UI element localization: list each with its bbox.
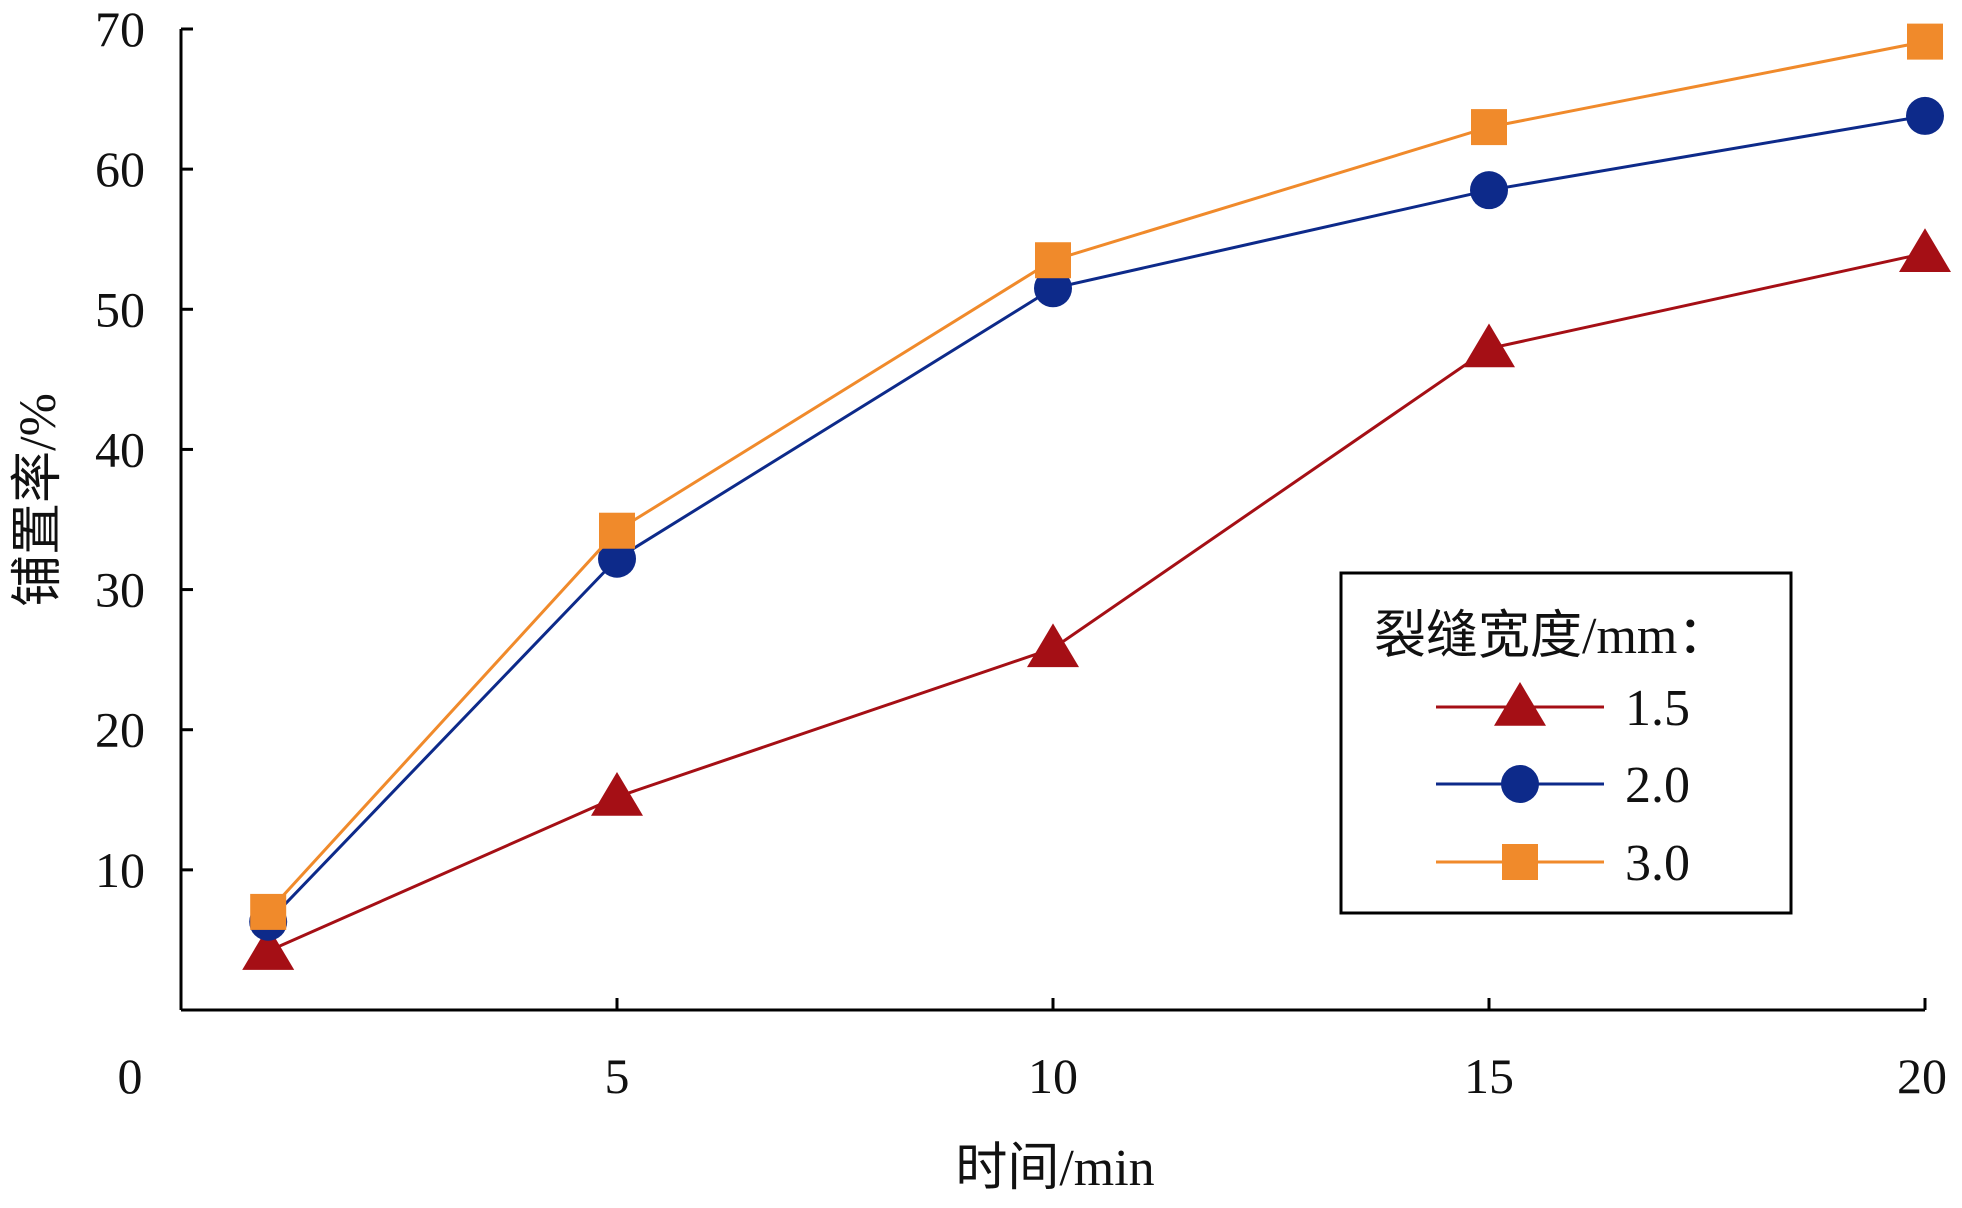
series-3.0 xyxy=(250,23,1943,930)
data-point xyxy=(1471,109,1507,146)
y-tick-label: 50 xyxy=(95,281,145,337)
data-point xyxy=(250,893,287,930)
legend-label: 3.0 xyxy=(1625,835,1690,892)
legend-entry-1.5: 1.5 xyxy=(1436,680,1690,737)
y-tick-label: 20 xyxy=(95,702,145,758)
data-point xyxy=(1027,623,1079,668)
data-point xyxy=(1034,269,1072,308)
x-tick-label: 15 xyxy=(1464,1048,1514,1104)
series-layer xyxy=(242,23,1951,970)
legend-marker xyxy=(1494,682,1546,726)
y-axis-label: 铺置率/% xyxy=(10,393,67,607)
data-point xyxy=(598,539,636,578)
legend-marker xyxy=(1502,844,1538,880)
data-point xyxy=(1035,242,1071,279)
y-tick-label: 40 xyxy=(95,421,145,477)
legend-entry-3.0: 3.0 xyxy=(1436,835,1690,892)
x-tick-label: 20 xyxy=(1897,1048,1947,1104)
data-point xyxy=(591,771,643,816)
legend-title: 裂缝宽度/mm： xyxy=(1374,608,1729,665)
legend: 裂缝宽度/mm： 1.5 2.0 3.0 xyxy=(1339,571,1793,915)
data-point xyxy=(1906,96,1944,135)
y-tick-label: 60 xyxy=(95,141,145,197)
data-point xyxy=(1470,171,1508,210)
x-axis-label: 时间/min xyxy=(955,1140,1154,1197)
x-tick-label: 0 xyxy=(118,1048,143,1104)
y-tick-label: 30 xyxy=(95,562,145,618)
y-tick-label: 70 xyxy=(95,1,145,57)
legend-entry-2.0: 2.0 xyxy=(1436,757,1690,814)
legend-marker xyxy=(1501,765,1539,803)
data-point xyxy=(1463,323,1515,368)
legend-label: 2.0 xyxy=(1625,757,1690,814)
x-tick-label: 10 xyxy=(1028,1048,1078,1104)
legend-box xyxy=(1339,571,1793,915)
series-1.5 xyxy=(242,228,1951,970)
data-point xyxy=(1899,228,1951,272)
x-tick-label: 5 xyxy=(605,1048,630,1104)
legend-label: 1.5 xyxy=(1625,680,1690,737)
data-point xyxy=(242,926,295,970)
data-point xyxy=(599,512,635,549)
axes: 0 5 10 15 20 10 20 30 40 50 60 70 xyxy=(95,1,1947,1104)
data-point xyxy=(1907,23,1943,60)
y-tick-label: 10 xyxy=(95,842,145,898)
